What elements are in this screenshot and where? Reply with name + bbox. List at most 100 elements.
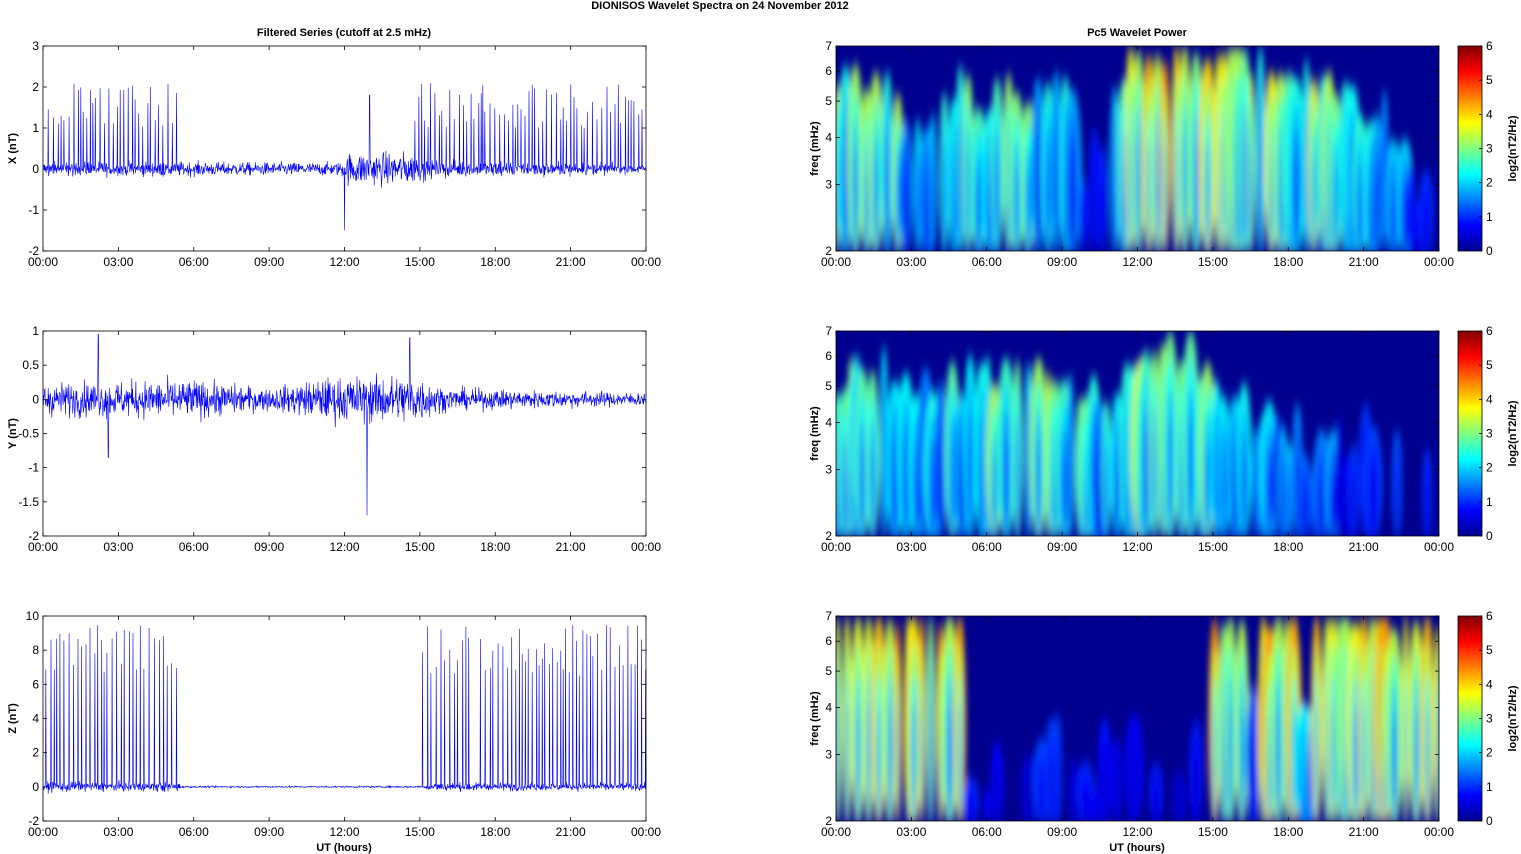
panel-y-wavelet-colorbar-tick-label: 3 (1486, 427, 1493, 441)
panel-z-wavelet-colorbar-tick-label: 6 (1486, 609, 1493, 623)
panel-z-wavelet-ytick-label: 4 (825, 701, 832, 715)
panel-x-wavelet-heatmap (836, 46, 1439, 251)
panel-z-xtick-label: 15:00 (405, 825, 435, 839)
panel-z-wavelet-power-blob (1436, 709, 1439, 821)
panel-x-wavelet-colorbar (1457, 45, 1483, 252)
panel-z-wavelet-power-blob (1171, 770, 1188, 821)
panel-y-wavelet-power-blob (1303, 503, 1306, 536)
panel-z-wavelet-ytick-label: 7 (825, 609, 832, 623)
panel-x-wavelet-xtick-label: 09:00 (1047, 255, 1077, 269)
panel-z-ytick-label: 10 (26, 609, 40, 623)
panel-x-wavelet-colorbar-tick-label: 2 (1486, 176, 1493, 190)
panel-x-wavelet-colorbar-tick-label: 4 (1486, 107, 1493, 121)
panel-y-wavelet-colorbar-tick-label: 0 (1486, 529, 1493, 543)
panel-y-wavelet-ytick-label: 2 (825, 529, 832, 543)
panel-y-wavelet-power-blob (1370, 465, 1377, 536)
panel-x-wavelet-xtick-label: 21:00 (1349, 255, 1379, 269)
panel-x-wavelet-power-blob (1164, 142, 1166, 251)
panel-z-series-line (42, 625, 647, 794)
panel-z-wavelet-power-blob (984, 800, 990, 821)
panel-x-wavelet-power-blob (977, 176, 981, 251)
panel-z-wavelet-power-blob (1308, 768, 1311, 821)
panel-y-wavelet-power-blob (1352, 478, 1356, 536)
panel-y-wavelet-power-blob (1027, 439, 1030, 536)
panel-x-wavelet-power-blob (874, 150, 878, 251)
panel-x-wavelet-power-blob (959, 145, 962, 251)
panel-z-wavelet-power-blob (1055, 752, 1059, 821)
panel-x-wavelet-power-blob (1036, 155, 1040, 251)
panel-x-wavelet-colorbar-tick-label: 0 (1486, 244, 1493, 258)
panel-z-wavelet-colorbar-tick-label: 1 (1486, 780, 1493, 794)
panel-y-wavelet-power-blob (1004, 436, 1008, 536)
panel-y-wavelet-power-blob (1062, 452, 1066, 536)
panel-y-xtick-label: 00:00 (631, 540, 661, 554)
panel-y-frame (42, 330, 647, 537)
panel-z-wavelet-power-blob (995, 774, 1000, 821)
panel-x-wavelet-xtick-label: 00:00 (1424, 255, 1454, 269)
panel-z-wavelet-power-blob (1404, 701, 1407, 821)
panel-x-wavelet-power-blob (1183, 131, 1186, 251)
panel-y-wavelet-power-blob (1105, 467, 1108, 536)
panel-x-wavelet-power-blob (1312, 155, 1315, 251)
panel-y-wavelet-colorbar-tick-label: 1 (1486, 495, 1493, 509)
panel-y-wavelet-power-blob (1223, 463, 1226, 536)
panel-x-ylabel: X (nT) (7, 133, 19, 164)
panel-y-wavelet-power-blob (1097, 468, 1102, 536)
panel-y-wavelet-xtick-label: 06:00 (972, 540, 1002, 554)
panel-x-xtick-label: 03:00 (103, 255, 133, 269)
panel-y-wavelet-power-blob (1396, 487, 1398, 536)
panel-x-wavelet-power-blob (996, 155, 999, 251)
panel-x-wavelet-power-blob (1375, 181, 1378, 251)
panel-y-xtick-label: 12:00 (329, 540, 359, 554)
panel-x-wavelet-power-blob (1259, 131, 1262, 251)
panel-z-wavelet-colorbar-tick-label: 0 (1486, 814, 1493, 828)
panel-y-wavelet-power-blob (1116, 461, 1119, 536)
panel-y-wavelet-colorbar-tick-label: 2 (1486, 461, 1493, 475)
panel-x-wavelet-power-blob (1403, 198, 1407, 251)
panel-x-wavelet-power-blob (988, 177, 991, 251)
panel-x-wavelet-power-blob (953, 170, 956, 251)
panel-z-ytick-label: 4 (32, 712, 39, 726)
panel-z-xtick-label: 09:00 (254, 825, 284, 839)
panel-z-wavelet-colorbar-tick-label: 4 (1486, 677, 1493, 691)
panel-z-wavelet-power-blob (1038, 771, 1044, 821)
panel-y-ytick-label: -0.5 (18, 427, 39, 441)
panel-y-wavelet-power-blob (893, 452, 897, 536)
figure-title: DIONISOS Wavelet Spectra on 24 November … (591, 0, 849, 12)
panel-x-wavelet-power-blob (1294, 154, 1298, 251)
panel-x-ytick-label: 3 (32, 39, 39, 53)
panel-x-wavelet-power-blob (1222, 135, 1225, 251)
panel-y-wavelet-power-blob (1336, 436, 1342, 536)
panel-x-wavelet-ytick-label: 2 (825, 244, 832, 258)
panel-x-wavelet-xtick-label: 03:00 (896, 255, 926, 269)
panel-y-wavelet-xtick-label: 00:00 (1424, 540, 1454, 554)
panel-x-xtick-label: 12:00 (329, 255, 359, 269)
panel-y-wavelet-power-blob (1296, 469, 1299, 536)
panel-x-wavelet-power-blob (1156, 137, 1159, 251)
panel-z-wavelet-power-blob (1070, 774, 1078, 821)
panel-y-wavelet-power-blob (980, 439, 984, 536)
panel-z-xtick-label: 03:00 (103, 825, 133, 839)
panel-x-wavelet-power-blob (1358, 182, 1362, 251)
panel-z-wavelet-power-blob (1426, 701, 1429, 821)
panel-z-wavelet-power-blob (1392, 710, 1396, 821)
panel-x-wavelet-power-blob (1026, 172, 1030, 251)
x-axis-label-left: UT (hours) (316, 842, 372, 854)
panel-y-wavelet-power-blob (861, 444, 864, 536)
panel-x-wavelet-xtick-label: 12:00 (1122, 255, 1152, 269)
panel-x-wavelet-power-blob (1015, 165, 1019, 251)
panel-z-wavelet-power-blob (1082, 789, 1089, 821)
panel-y-wavelet-power-blob (843, 458, 847, 536)
panel-z-wavelet-heatmap (836, 616, 1439, 821)
panel-x-ytick-label: 2 (32, 80, 39, 94)
panel-x-wavelet-ytick-label: 7 (825, 39, 832, 53)
panel-x-wavelet-power-blob (1147, 138, 1150, 251)
panel-z-wavelet-power-blob (958, 701, 961, 821)
panel-z-wavelet-power-blob (948, 701, 952, 821)
panel-y-wavelet-xtick-label: 12:00 (1122, 540, 1152, 554)
panel-y-wavelet-power-blob (1288, 496, 1291, 536)
panel-z-wavelet-colorbar-tick-label: 2 (1486, 746, 1493, 760)
panel-z-wavelet-power-blob (1193, 757, 1199, 821)
panel-x-wavelet-power-blob (1092, 170, 1097, 251)
panel-z-xtick-label: 06:00 (179, 825, 209, 839)
